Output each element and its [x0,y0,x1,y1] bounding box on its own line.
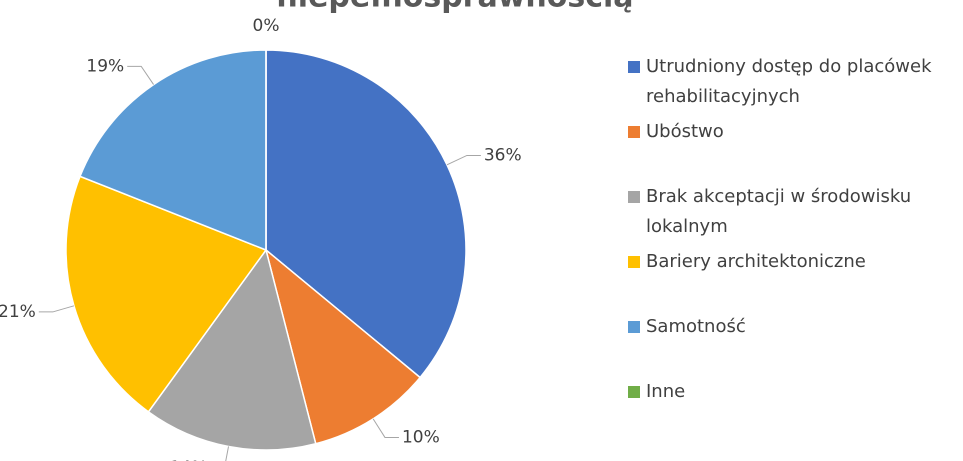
legend-item: Inne [628,377,958,407]
legend-label: Bariery architektoniczne [646,251,866,272]
leader-line [225,446,230,461]
data-label: 36% [484,145,522,165]
chart-title: niepełnosprawnością [276,0,633,15]
leader-line [446,154,481,166]
pie-slice [265,49,467,379]
legend-swatch [628,61,640,73]
legend-swatch [628,126,640,138]
data-label: 21% [0,302,36,322]
legend-label: Utrudniony dostęp do placówek rehabilita… [646,56,932,107]
legend-item: Bariery architektoniczne [628,247,958,277]
data-label: 14% [170,458,208,461]
legend-item: Samotność [628,312,958,342]
legend-label: Samotność [646,316,746,337]
legend-label: Brak akceptacji w środowisku lokalnym [646,186,912,237]
data-label: 10% [402,427,440,447]
leader-line [372,418,399,438]
pie-slice [65,175,268,413]
pie-slice [79,49,267,252]
legend-label: Inne [646,381,686,402]
data-label: 0% [253,16,280,36]
leader-line [127,65,154,85]
legend-item: Utrudniony dostęp do placówek rehabilita… [628,52,958,112]
pie-slice [147,248,317,451]
legend-swatch [628,256,640,268]
leader-line [38,305,75,313]
legend-item: Brak akceptacji w środowisku lokalnym [628,182,958,242]
legend-swatch [628,191,640,203]
pie-slice [264,247,422,445]
legend-swatch [628,386,640,398]
data-label: 19% [86,56,124,76]
legend-swatch [628,321,640,333]
legend-label: Ubóstwo [646,121,724,142]
legend-item: Ubóstwo [628,117,958,147]
